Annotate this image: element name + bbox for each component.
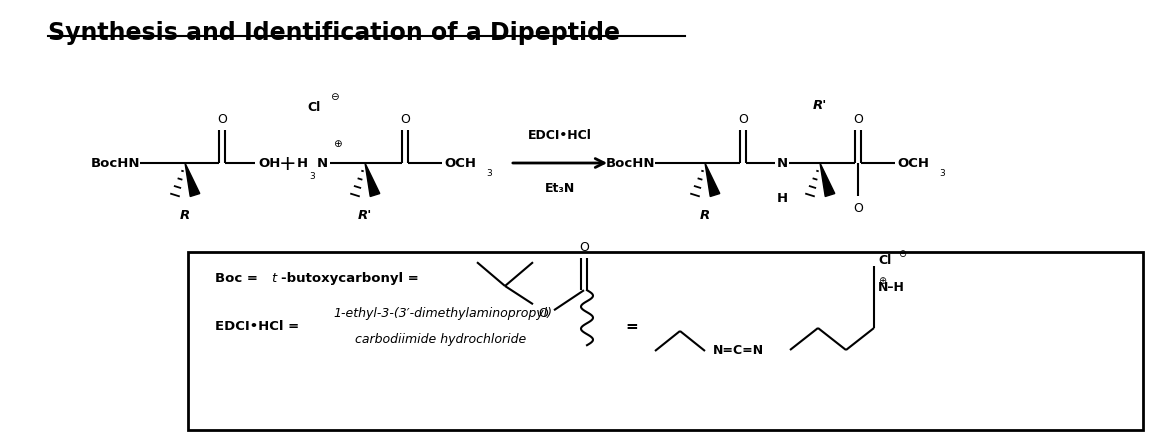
Text: O: O xyxy=(853,201,863,215)
Text: +: + xyxy=(280,154,297,173)
Text: OCH: OCH xyxy=(897,157,929,170)
Text: BocHN: BocHN xyxy=(606,157,655,170)
Text: ⊖: ⊖ xyxy=(898,248,906,258)
Text: H: H xyxy=(776,191,788,205)
Text: 3: 3 xyxy=(939,169,945,178)
Text: R: R xyxy=(700,208,711,222)
Text: O: O xyxy=(217,113,227,126)
Text: N: N xyxy=(776,157,788,170)
Text: ⊕: ⊕ xyxy=(878,276,887,285)
Text: EDCI•HCl =: EDCI•HCl = xyxy=(216,320,299,333)
Text: BocHN: BocHN xyxy=(91,157,140,170)
Text: ⊖: ⊖ xyxy=(330,92,338,102)
Text: O: O xyxy=(400,113,410,126)
Text: ⊕: ⊕ xyxy=(333,139,341,148)
Text: OCH: OCH xyxy=(444,157,476,170)
Text: Synthesis and Identification of a Dipeptide: Synthesis and Identification of a Dipept… xyxy=(48,21,620,45)
Text: Cl: Cl xyxy=(878,254,891,266)
Text: R': R' xyxy=(813,99,827,112)
Bar xyxy=(188,252,1143,430)
Text: carbodiimide hydrochloride: carbodiimide hydrochloride xyxy=(355,333,527,346)
Text: R': R' xyxy=(358,208,372,222)
Polygon shape xyxy=(820,164,835,197)
Text: Cl: Cl xyxy=(308,101,320,114)
Text: 3: 3 xyxy=(486,169,492,178)
Text: -butoxycarbonyl =: -butoxycarbonyl = xyxy=(281,272,418,285)
Text: =: = xyxy=(624,319,637,334)
Text: OH: OH xyxy=(257,157,281,170)
Text: O: O xyxy=(739,113,748,126)
Text: O: O xyxy=(579,240,589,254)
Text: O: O xyxy=(538,307,548,319)
Text: R: R xyxy=(179,208,190,222)
Text: H: H xyxy=(297,157,308,170)
Text: t: t xyxy=(271,272,276,285)
Polygon shape xyxy=(185,164,199,197)
Text: 3: 3 xyxy=(309,172,315,180)
Text: N: N xyxy=(317,157,329,170)
Text: Boc =: Boc = xyxy=(216,272,262,285)
Polygon shape xyxy=(365,164,380,197)
Text: 1-ethyl-3-(3′-dimethylaminopropyl): 1-ethyl-3-(3′-dimethylaminopropyl) xyxy=(333,307,552,320)
Polygon shape xyxy=(705,164,720,197)
Text: N=C=N: N=C=N xyxy=(713,344,764,357)
Text: O: O xyxy=(853,113,863,126)
Text: EDCI•HCl: EDCI•HCl xyxy=(528,129,592,141)
Text: Et₃N: Et₃N xyxy=(545,182,576,194)
Text: N–H: N–H xyxy=(878,280,905,293)
